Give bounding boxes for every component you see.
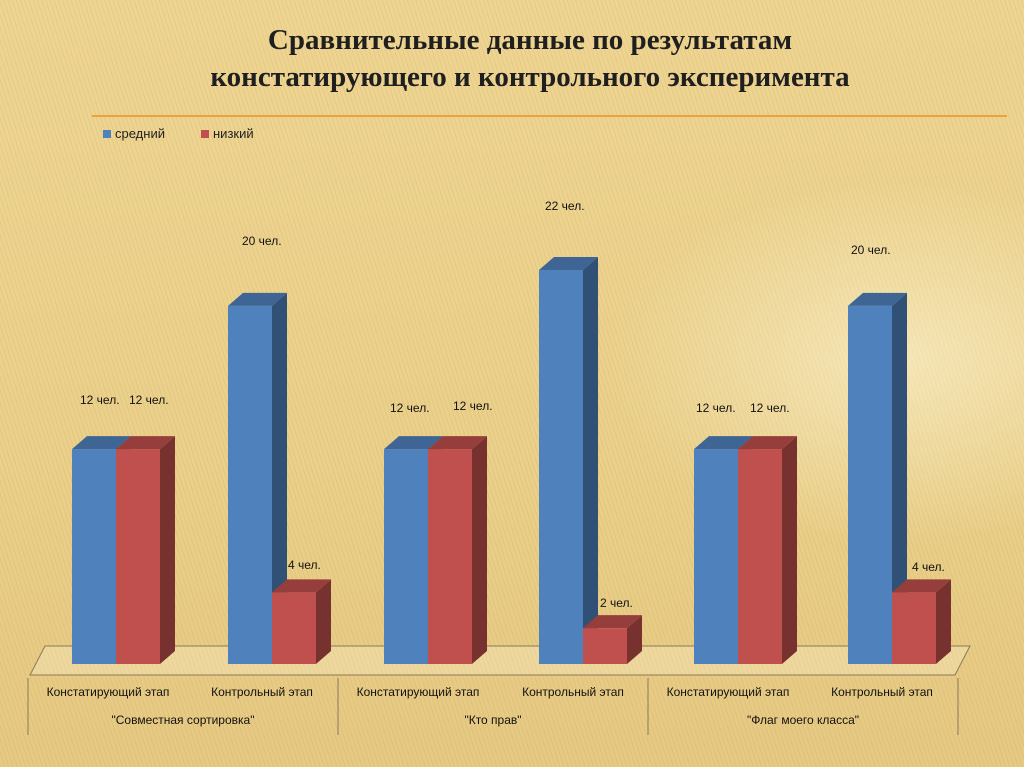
bar-средний-3 [384,449,428,664]
bar-top [738,436,797,450]
bar-top [583,615,642,629]
category-label: Контрольный этап [522,685,624,699]
bar-side [272,292,287,664]
bar-top [848,292,907,306]
bar-side [892,292,907,664]
data-label: 22 чел. [545,199,585,213]
bar-side [160,436,175,664]
data-label: 2 чел. [600,596,633,610]
bar-средний-6 [848,305,892,664]
title-line-1: Сравнительные данные по результатам [267,24,793,56]
bar-side [472,436,487,664]
bar-top [384,436,443,450]
bar-низкий-2 [272,592,316,664]
category-label: Контрольный этап [831,685,933,699]
bar-top [694,436,753,450]
bar-средний-2 [228,305,272,664]
category-label: Констатирующий этап [667,685,790,699]
data-label: 12 чел. [696,401,736,415]
data-label: 12 чел. [80,393,120,407]
title-underline [92,115,1007,117]
bar-side [936,579,951,664]
title-line-2: констатирующего и контрольного экспериме… [210,61,850,93]
bar-средний-1 [72,449,116,664]
data-label: 12 чел. [750,401,790,415]
legend-label-2: низкий [213,126,254,141]
bar-top [228,292,287,306]
data-label: 4 чел. [288,558,321,572]
group-label: "Кто прав" [464,713,521,727]
bar-top [428,436,487,450]
bar-side [583,257,598,664]
legend-swatch-1 [103,130,111,138]
bar-top [272,579,331,593]
bar-низкий-1 [116,449,160,664]
bar-top [539,257,598,270]
data-label: 12 чел. [129,393,169,407]
bar-top [116,436,175,450]
category-label: Констатирующий этап [357,685,480,699]
group-label: "Флаг моего класса" [747,713,859,727]
group-label: "Совместная сортировка" [112,713,255,727]
bar-низкий-6 [892,592,936,664]
bar-top [72,436,131,450]
category-label: Констатирующий этап [47,685,170,699]
bar-низкий-4 [583,628,627,664]
category-label: Контрольный этап [211,685,313,699]
data-label: 12 чел. [390,401,430,415]
data-label: 20 чел. [242,234,282,248]
legend-swatch-2 [201,130,209,138]
slide-title: Сравнительные данные по результатам конс… [120,22,940,96]
bar-side [627,615,642,664]
data-label: 4 чел. [912,560,945,574]
bar-side [782,436,797,664]
data-label: 20 чел. [851,243,891,257]
legend-label-1: средний [115,126,165,141]
bar-низкий-5 [738,449,782,664]
data-label: 12 чел. [453,399,493,413]
bar-низкий-3 [428,449,472,664]
bar-средний-4 [539,270,583,664]
bar-side [316,579,331,664]
bar-top [892,579,951,593]
bar-средний-5 [694,449,738,664]
